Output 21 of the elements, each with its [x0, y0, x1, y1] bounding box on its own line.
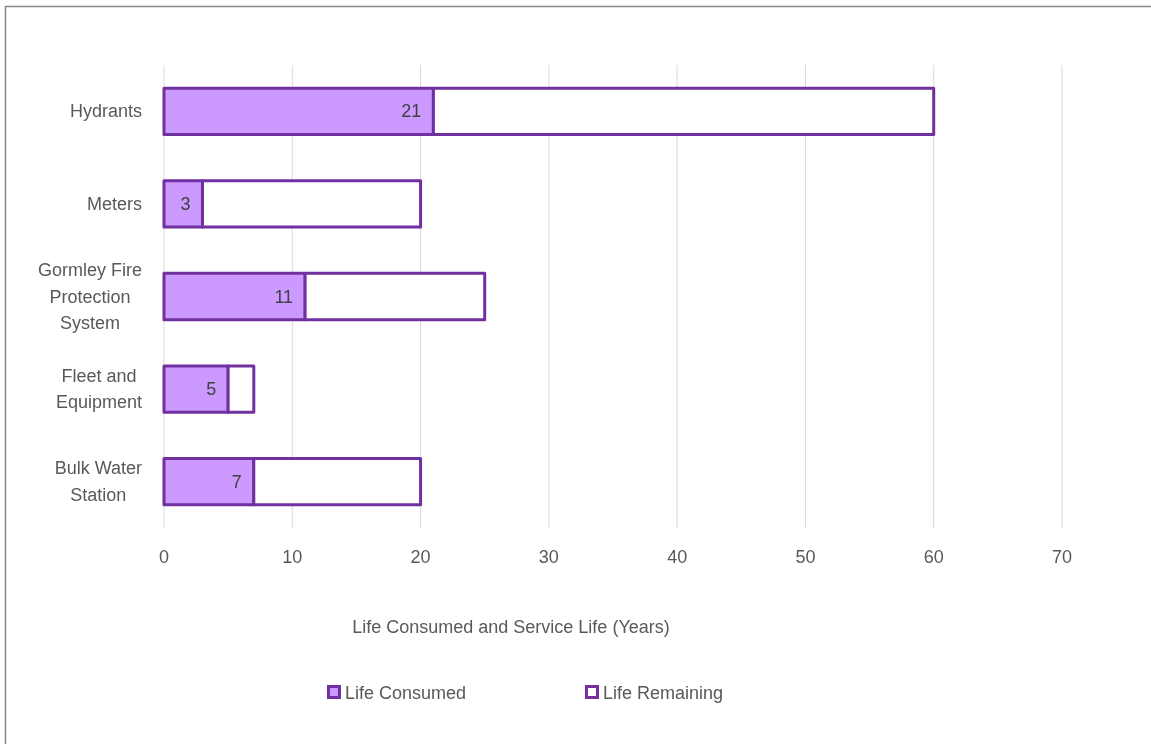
x-tick-label: 10 — [282, 547, 303, 567]
legend-label: Life Remaining — [602, 682, 724, 703]
y-tick-label: Hydrants — [69, 101, 142, 122]
x-tick-label: 40 — [667, 547, 688, 567]
data-label: 11 — [274, 286, 294, 307]
y-tick-label: Bulk Water Station — [54, 458, 142, 505]
legend-label: Life Consumed — [344, 682, 467, 703]
data-label: 5 — [206, 379, 217, 400]
data-label: 7 — [231, 471, 242, 492]
x-tick-label: 30 — [538, 547, 559, 567]
x-tick-label: 20 — [410, 547, 431, 567]
y-tick-label: Meters — [86, 193, 142, 214]
x-tick-label: 70 — [1051, 547, 1073, 567]
y-tick-label: Fleet and Equipment — [55, 365, 142, 413]
x-tick-label: 50 — [795, 547, 816, 567]
data-label: 21 — [401, 101, 422, 122]
x-tick-label: 0 — [158, 547, 170, 567]
x-tick-label: 60 — [923, 547, 944, 567]
y-tick-label: Gormley Fire Protection System — [37, 260, 142, 333]
data-label: 3 — [180, 193, 191, 214]
x-axis-title: Life Consumed and Service Life (Years) — [352, 617, 670, 637]
